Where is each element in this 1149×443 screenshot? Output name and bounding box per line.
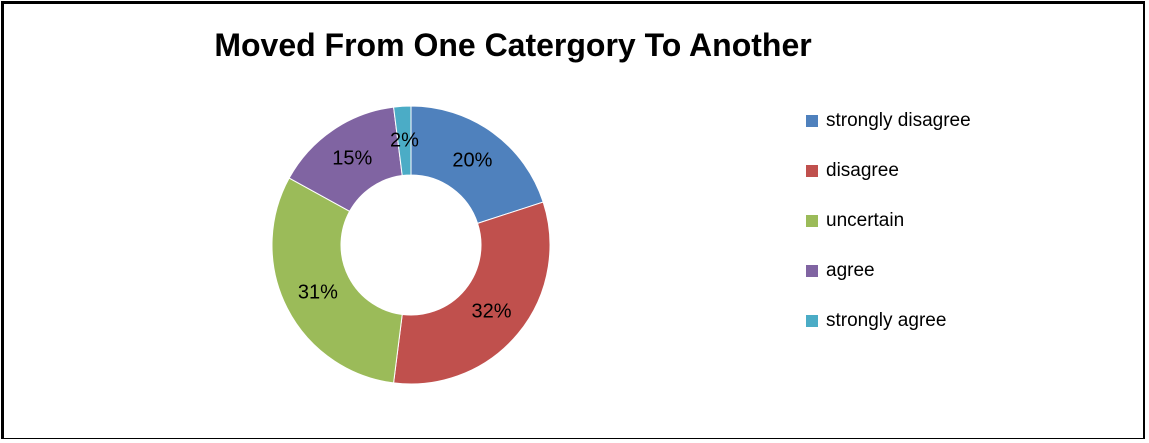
legend-label: strongly agree xyxy=(826,310,947,331)
chart-title: Moved From One Catergory To Another xyxy=(214,27,812,63)
donut-labels: 20% 32% 31% 15% 2% xyxy=(298,130,512,323)
legend-swatch xyxy=(806,265,818,277)
legend-item-disagree: disagree xyxy=(806,146,971,196)
donut-slices xyxy=(271,105,551,385)
donut-slice-strongly-disagree xyxy=(410,105,544,224)
legend-item-uncertain: uncertain xyxy=(806,196,971,246)
legend-label: uncertain xyxy=(826,210,905,231)
data-label-uncertain: 31% xyxy=(298,281,338,303)
donut-slice-strongly-agree xyxy=(393,105,412,177)
legend-item-agree: agree xyxy=(806,246,971,296)
legend-item-strongly-disagree: strongly disagree xyxy=(806,96,971,146)
chart-legend: strongly disagree disagree uncertain agree s… xyxy=(806,96,971,346)
data-label-strongly-agree: 2% xyxy=(390,130,419,152)
donut-slice-uncertain xyxy=(271,177,403,384)
data-label-agree: 15% xyxy=(332,148,372,170)
legend-swatch xyxy=(806,215,818,227)
legend-label: agree xyxy=(826,260,875,281)
legend-item-strongly-agree: strongly agree xyxy=(806,296,971,346)
legend-label: disagree xyxy=(826,160,899,181)
legend-swatch xyxy=(806,165,818,177)
data-label-strongly-disagree: 20% xyxy=(452,149,492,171)
legend-swatch xyxy=(806,315,818,327)
legend-label: strongly disagree xyxy=(826,110,971,131)
legend-swatch xyxy=(806,115,818,127)
donut-slice-disagree xyxy=(393,201,551,385)
data-label-disagree: 32% xyxy=(472,301,512,323)
